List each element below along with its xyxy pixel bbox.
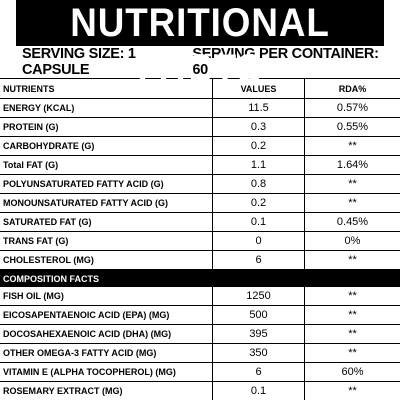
table-row: SATURATED FAT (G) 0.1 0.45%	[0, 213, 400, 232]
table-cell: 0.1	[213, 382, 305, 400]
table-row: PROTEIN (G) 0.3 0.55%	[0, 118, 400, 137]
table-row: NUTRIENTSVALUES RDA%	[0, 79, 400, 99]
table-cell: **	[348, 140, 357, 152]
table-cell: NUTRIENTS	[0, 79, 213, 98]
table-row: MONOUNSATURATED FATTY ACID (G) 0.2 **	[0, 194, 400, 213]
table-cell: 6	[213, 251, 305, 269]
table-cell: 0	[213, 232, 305, 250]
nutrition-table: NUTRIENTSVALUES RDA% ENERGY (KCAL)11.5 0.57…	[0, 78, 400, 400]
table-cell: **	[348, 347, 357, 359]
table-cell: 60%	[341, 366, 364, 378]
table-cell: **	[348, 385, 357, 397]
table-cell: **	[348, 197, 357, 209]
table-cell: **	[348, 309, 357, 321]
table-row: FISH OIL (MG) 1250 **	[0, 287, 400, 306]
table-cell: 0.3	[213, 118, 305, 136]
table-cell: 1250	[213, 287, 305, 305]
table-cell: **	[348, 290, 357, 302]
table-cell: 0.45%	[336, 216, 369, 228]
serving-info: SERVING SIZE: 1 CAPSULE SERVING PER CONT…	[0, 46, 400, 78]
table-cell: **	[348, 328, 357, 340]
table-row: TRANS FAT (G) 0 0%	[0, 232, 400, 251]
table-cell: VITAMIN E (ALPHA TOCOPHEROL) (MG)	[0, 363, 213, 381]
table-cell: VALUES	[213, 79, 305, 98]
table-row: POLYUNSATURATED FATTY ACID (G) 0.8 **	[0, 175, 400, 194]
table-row: VITAMIN E (ALPHA TOCOPHEROL) (MG) 6 60%	[0, 363, 400, 382]
table-cell: PROTEIN (G)	[0, 118, 213, 136]
table-cell: 6	[213, 363, 305, 381]
serving-per-container: SERVING PER CONTAINER: 60	[192, 46, 379, 78]
table-cell: TRANS FAT (G)	[0, 232, 213, 250]
serving-size: SERVING SIZE: 1 CAPSULE	[22, 46, 136, 78]
table-cell: ENERGY (KCAL)	[0, 99, 213, 117]
table-cell: 0.2	[213, 194, 305, 212]
table-cell: 0.57%	[336, 102, 369, 114]
table-cell: DOCOSAHEXAENOIC ACID (DHA) (MG)	[0, 325, 213, 343]
table-cell: 0%	[344, 235, 361, 247]
table-cell: 350	[213, 344, 305, 362]
title: NUTRITIONAL FACTS	[16, 0, 384, 91]
table-row: ROSEMARY EXTRACT (MG) 0.1 **	[0, 382, 400, 400]
table-row: EICOSAPENTAENOIC ACID (EPA) (MG) 500 **	[0, 306, 400, 325]
table-row: ENERGY (KCAL) 11.5 0.57%	[0, 99, 400, 118]
table-row: OTHER OMEGA-3 FATTY ACID (MG) 350 **	[0, 344, 400, 363]
table-cell: POLYUNSATURATED FATTY ACID (G)	[0, 175, 213, 193]
table-cell: FISH OIL (MG)	[0, 287, 213, 305]
table-cell: 1.1	[213, 156, 305, 174]
table-cell: 500	[213, 306, 305, 324]
table-cell: **	[348, 178, 357, 190]
table-cell: 0.2	[213, 137, 305, 155]
table-cell: 1.64%	[336, 159, 369, 171]
table-cell: 0.55%	[336, 121, 369, 133]
table-cell: 0.1	[213, 213, 305, 231]
table-cell: RDA%	[338, 83, 367, 94]
table-cell: ROSEMARY EXTRACT (MG)	[0, 382, 213, 400]
table-cell: **	[348, 254, 357, 266]
table-cell: EICOSAPENTAENOIC ACID (EPA) (MG)	[0, 306, 213, 324]
table-row: CHOLESTEROL (MG) 6 **	[0, 251, 400, 270]
table-cell: SATURATED FAT (G)	[0, 213, 213, 231]
table-cell: 11.5	[213, 99, 305, 117]
table-cell: Total FAT (G)	[0, 156, 213, 174]
table-row: DOCOSAHEXAENOIC ACID (DHA) (MG) 395 **	[0, 325, 400, 344]
section-label: COMPOSITION FACTS	[0, 270, 400, 287]
table-cell: OTHER OMEGA-3 FATTY ACID (MG)	[0, 344, 213, 362]
table-row: Total FAT (G) 1.1 1.64%	[0, 156, 400, 175]
table-cell: MONOUNSATURATED FATTY ACID (G)	[0, 194, 213, 212]
table-cell: 395	[213, 325, 305, 343]
table-cell: 0.8	[213, 175, 305, 193]
table-cell: CHOLESTEROL (MG)	[0, 251, 213, 269]
table-cell: CARBOHYDRATE (G)	[0, 137, 213, 155]
table-row: CARBOHYDRATE (G) 0.2 **	[0, 137, 400, 156]
